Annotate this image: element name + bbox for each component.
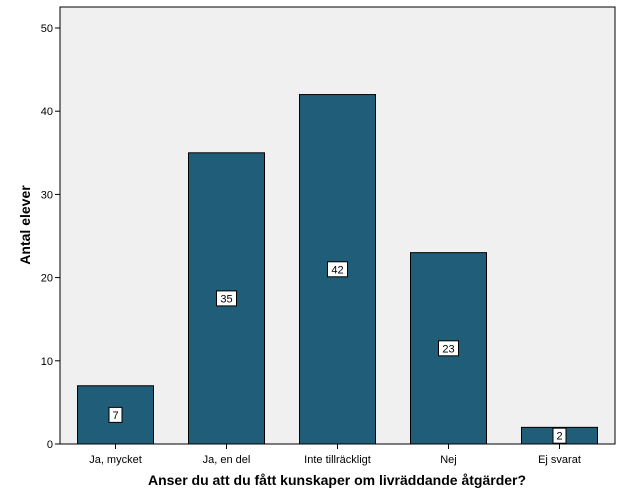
data-label-box <box>552 427 567 444</box>
data-label-box <box>327 261 348 278</box>
data-label: 23 <box>442 343 454 355</box>
data-label-box <box>108 406 123 423</box>
y-tick-label: 0 <box>47 439 53 451</box>
bar-series: 7 35 42 23 2 <box>77 94 598 445</box>
x-tick-label: Ej svarat <box>538 454 581 466</box>
y-tick-label: 30 <box>41 189 53 201</box>
y-axis-title: Antal elever <box>17 185 33 265</box>
y-tick-label: 10 <box>41 356 53 368</box>
x-axis: Ja, mycket Ja, en del Inte tillräckligt Nej… <box>89 444 581 466</box>
y-axis: 0 10 20 30 40 50 <box>41 23 60 451</box>
x-tick-label: Ja, en del <box>203 454 251 466</box>
x-axis-title: Anser du att du fått kunskaper om livräd… <box>148 472 526 488</box>
data-label-box <box>438 340 459 357</box>
data-label: 42 <box>331 264 343 276</box>
x-tick-label: Ja, mycket <box>89 454 142 466</box>
y-tick-label: 50 <box>41 23 53 35</box>
x-tick-label: Nej <box>440 454 457 466</box>
data-label: 2 <box>556 431 562 443</box>
y-tick-label: 20 <box>41 273 53 285</box>
data-label: 7 <box>112 410 118 422</box>
data-label: 35 <box>220 293 232 305</box>
y-tick-label: 40 <box>41 106 53 118</box>
x-tick-label: Inte tillräckligt <box>304 454 371 466</box>
data-label-box <box>216 290 237 307</box>
